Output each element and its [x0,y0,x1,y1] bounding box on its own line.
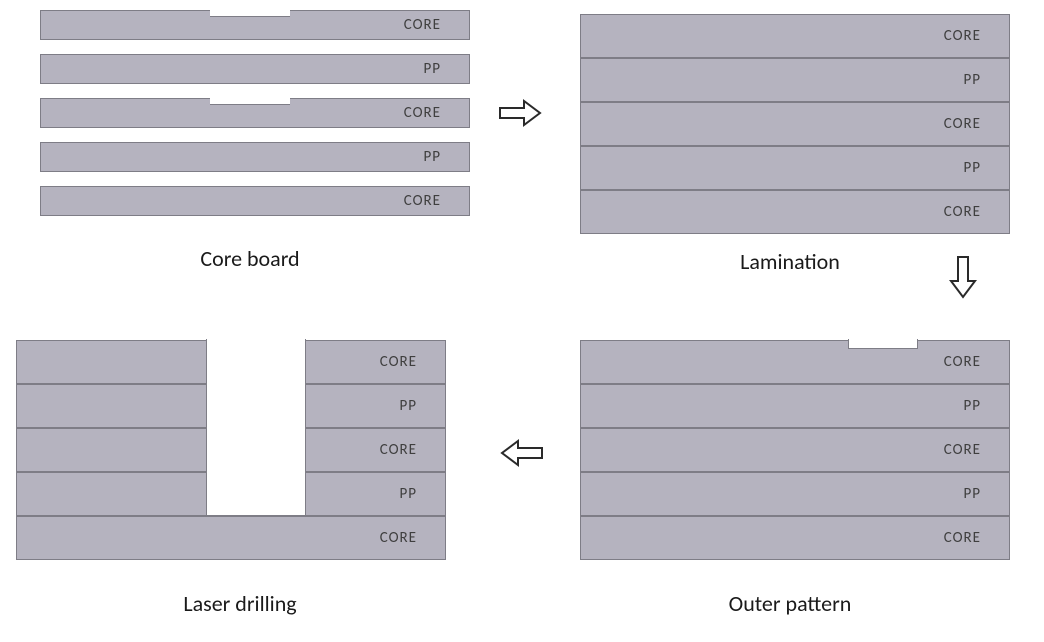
laser-drilling-slot [206,339,306,516]
core-board-layer-1: PP [40,54,470,84]
core-board-notch-0 [210,9,290,17]
outer-pattern-layer-4: CORE [580,516,1010,560]
outer-pattern-layer-2: CORE [580,428,1010,472]
panel-laser-drilling: COREPPCOREPPCORE [16,340,446,560]
lamination-layer-3: PP [580,146,1010,190]
core-board-layer-3: PP [40,142,470,172]
caption-core-board: Core board [120,245,380,272]
panel-lamination: COREPPCOREPPCORE [580,14,1010,234]
laser-drilling-layer-4: CORE [16,516,446,560]
arrow-right-icon [498,98,542,128]
outer-pattern-layer-1: PP [580,384,1010,428]
arrow-left-icon [500,438,544,468]
lamination-layer-4: CORE [580,190,1010,234]
core-board-layer-4: CORE [40,186,470,216]
lamination-layer-2: CORE [580,102,1010,146]
outer-pattern-notch [848,339,918,349]
caption-lamination: Lamination [660,248,920,275]
lamination-layer-1: PP [580,58,1010,102]
panel-core-board: COREPPCOREPPCORE [40,10,470,230]
caption-laser-drilling: Laser drilling [90,590,390,617]
caption-outer-pattern: Outer pattern [640,590,940,617]
outer-pattern-layer-0: CORE [580,340,1010,384]
core-board-notch-1 [210,97,290,105]
arrow-down-icon [948,255,978,299]
outer-pattern-layer-3: PP [580,472,1010,516]
lamination-layer-0: CORE [580,14,1010,58]
panel-outer-pattern: COREPPCOREPPCORE [580,340,1010,560]
